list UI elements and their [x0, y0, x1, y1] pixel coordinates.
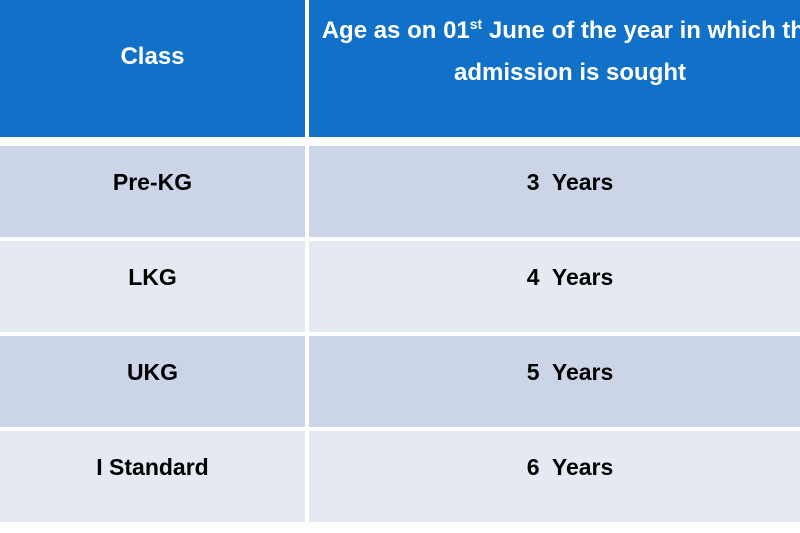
header-label-age-line1-prefix: Age as on 01	[321, 17, 470, 44]
cell-class: LKG	[0, 241, 305, 332]
header-label-age-line1-rest: June of the year in which the	[482, 17, 800, 44]
table-row: I Standard 6 Years	[0, 431, 800, 522]
header-label-class: Class	[120, 43, 185, 70]
cell-class: Pre-KG	[0, 146, 305, 237]
cell-class: UKG	[0, 336, 305, 427]
table-row: LKG 4 Years	[0, 241, 800, 332]
header-cell-age: Age as on 01st June of the year in which…	[309, 0, 800, 137]
cell-class: I Standard	[0, 431, 305, 522]
ordinal-superscript: st	[469, 16, 483, 32]
table-row: UKG 5 Years	[0, 336, 800, 427]
cell-age: 3 Years	[309, 146, 800, 237]
table-row: Pre-KG 3 Years	[0, 146, 800, 237]
header-label-age-line2: admission is sought	[453, 59, 687, 86]
table-header-row: Class Age as on 01st June of the year in…	[0, 0, 800, 137]
cell-age: 6 Years	[309, 431, 800, 522]
cell-age: 5 Years	[309, 336, 800, 427]
header-cell-class: Class	[0, 0, 305, 137]
cell-age: 4 Years	[309, 241, 800, 332]
